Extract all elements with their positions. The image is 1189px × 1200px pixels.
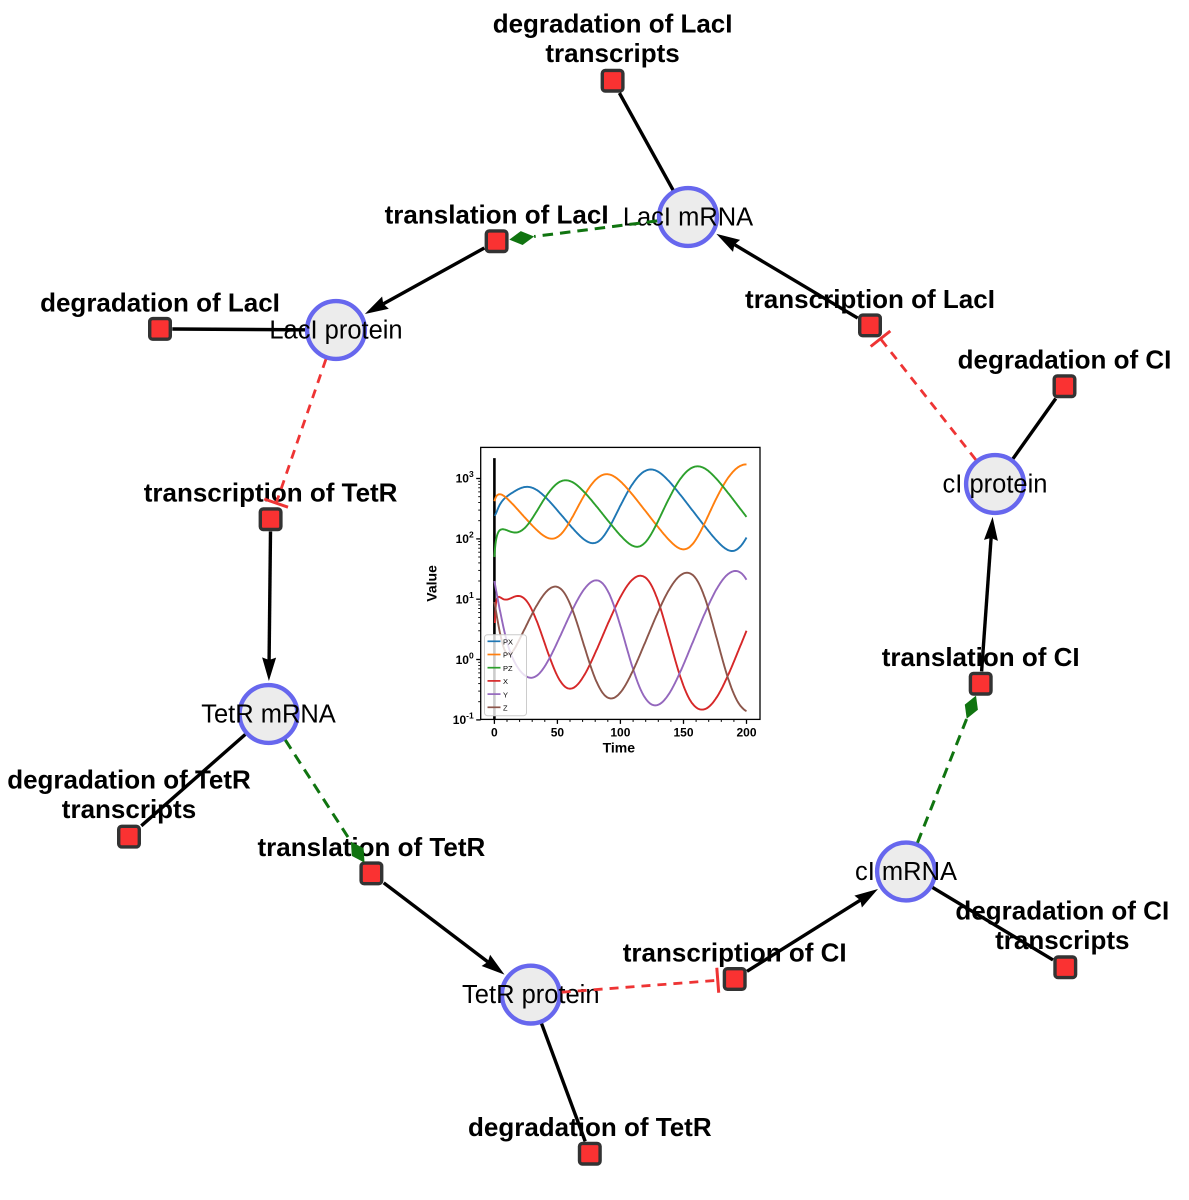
svg-text:50: 50: [551, 726, 565, 740]
svg-text:X: X: [503, 677, 508, 686]
svg-text:0: 0: [491, 726, 498, 740]
svg-text:Z: Z: [503, 704, 508, 713]
svg-text:Y: Y: [503, 690, 508, 699]
svg-text:translation of LacI: translation of LacI: [385, 200, 609, 230]
svg-text:degradation of LacI: degradation of LacI: [40, 287, 280, 317]
svg-text:degradation of LacI: degradation of LacI: [493, 9, 733, 39]
svg-text:translation of TetR: translation of TetR: [258, 832, 486, 862]
svg-text:cI protein: cI protein: [943, 471, 1048, 499]
svg-text:150: 150: [673, 726, 693, 740]
svg-text:LacI mRNA: LacI mRNA: [623, 204, 753, 232]
svg-text:transcription of LacI: transcription of LacI: [745, 284, 995, 314]
svg-text:PX: PX: [503, 638, 513, 647]
svg-text:PY: PY: [503, 651, 513, 660]
svg-text:PZ: PZ: [503, 664, 513, 673]
svg-text:200: 200: [736, 726, 756, 740]
svg-text:transcripts: transcripts: [62, 794, 196, 824]
svg-text:Time: Time: [603, 740, 636, 756]
svg-text:transcripts: transcripts: [545, 38, 679, 68]
svg-text:degradation of CI: degradation of CI: [958, 345, 1172, 375]
svg-text:Value: Value: [424, 565, 440, 602]
svg-text:degradation of CI: degradation of CI: [955, 895, 1169, 925]
svg-text:degradation of TetR: degradation of TetR: [7, 765, 251, 795]
svg-text:TetR protein: TetR protein: [462, 981, 600, 1009]
svg-text:cI mRNA: cI mRNA: [855, 858, 957, 886]
svg-text:transcription of CI: transcription of CI: [623, 938, 847, 968]
svg-text:transcripts: transcripts: [995, 925, 1129, 955]
svg-text:100: 100: [610, 726, 630, 740]
svg-text:transcription of TetR: transcription of TetR: [144, 478, 398, 508]
svg-text:degradation of TetR: degradation of TetR: [468, 1112, 712, 1142]
svg-text:TetR mRNA: TetR mRNA: [201, 701, 336, 729]
